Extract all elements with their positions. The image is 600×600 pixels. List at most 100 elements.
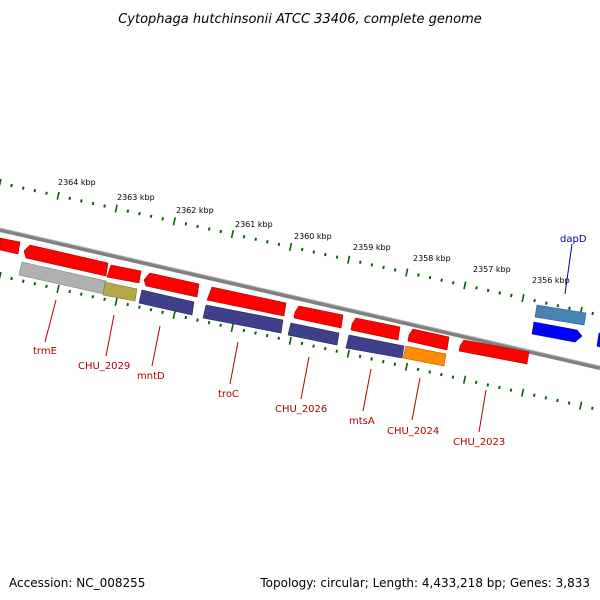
gene-arrow[interactable] (531, 321, 583, 343)
major-tick (405, 268, 409, 277)
genome-backbone-highlight (0, 227, 600, 367)
minor-tick (474, 380, 478, 385)
major-tick (114, 297, 118, 306)
minor-tick (568, 306, 571, 310)
major-tick (230, 323, 234, 332)
gene-block[interactable] (138, 289, 195, 316)
gene-arrow[interactable] (458, 339, 530, 365)
scale-label: 2363 kbp (117, 193, 155, 202)
minor-tick (300, 341, 304, 346)
scale-label: 2362 kbp (176, 206, 214, 215)
minor-tick (335, 349, 339, 353)
gene-arrow[interactable] (206, 286, 287, 317)
gene-arrow[interactable] (293, 305, 344, 329)
minor-tick (591, 311, 594, 316)
minor-tick (324, 252, 327, 257)
minor-tick (149, 214, 153, 218)
major-tick (288, 336, 292, 345)
map-title: Cytophaga hutchinsonii ATCC 33406, compl… (118, 12, 482, 27)
scale-label: 2359 kbp (353, 243, 391, 252)
gene-arrow[interactable] (143, 272, 200, 298)
minor-tick (219, 323, 222, 327)
minor-tick (428, 370, 431, 374)
gene-arrow[interactable] (23, 244, 109, 277)
scale-labels: 2364 kbp 2363 kbp 2362 kbp 2361 kbp 2360… (58, 178, 570, 285)
gene-block[interactable] (534, 304, 587, 326)
scale-label: 2364 kbp (58, 178, 96, 187)
minor-tick (21, 186, 25, 190)
gene-label[interactable]: CHU_2023 (453, 437, 505, 448)
gene-label[interactable]: troC (218, 389, 239, 400)
minor-tick (486, 383, 490, 387)
minor-tick (359, 260, 362, 264)
minor-tick (207, 320, 211, 325)
minor-tick (312, 344, 315, 348)
minor-tick (33, 282, 37, 286)
minor-tick (10, 183, 13, 188)
major-tick (230, 230, 235, 239)
gene-block[interactable] (287, 322, 340, 346)
major-tick (172, 217, 176, 226)
minor-tick (475, 286, 478, 290)
major-tick (463, 281, 467, 290)
minor-tick (184, 222, 188, 226)
gene-label[interactable]: CHU_2024 (387, 426, 439, 437)
gene-arrow[interactable] (407, 328, 450, 351)
minor-tick (451, 281, 455, 285)
minor-tick (556, 304, 560, 308)
gene-label[interactable]: mntD (137, 371, 165, 382)
minor-tick (91, 295, 95, 299)
minor-tick (591, 406, 594, 410)
gene-label-leaders (44, 243, 573, 433)
scale-label: 2361 kbp (235, 220, 273, 229)
major-tick (56, 284, 60, 294)
gene-block[interactable] (402, 345, 447, 367)
minor-tick (126, 209, 130, 213)
minor-tick (21, 279, 25, 283)
gene-block[interactable] (345, 334, 405, 359)
major-tick (172, 310, 176, 319)
gene-block[interactable] (202, 304, 284, 334)
major-tick (347, 255, 351, 264)
major-tick (114, 204, 118, 213)
minor-tick (10, 276, 13, 281)
major-tick (288, 242, 293, 251)
minor-tick (138, 305, 141, 309)
minor-tick (161, 217, 164, 221)
minor-tick (509, 388, 513, 392)
minor-tick (440, 278, 443, 282)
minor-tick (45, 191, 48, 195)
gene-arrow[interactable] (106, 264, 142, 284)
gene-block[interactable] (102, 281, 138, 302)
gene-labels: trmE CHU_2029 mntD troC CHU_2026 mtsA CH… (33, 234, 587, 448)
scale-label: 2356 kbp (532, 276, 570, 285)
gene-label[interactable]: CHU_2026 (275, 404, 327, 415)
minor-tick (486, 288, 490, 293)
minor-tick (393, 362, 397, 366)
outer-tick-ring (0, 178, 594, 316)
minor-tick (335, 255, 339, 259)
minor-tick (451, 375, 455, 379)
scale-label: 2360 kbp (294, 232, 332, 241)
minor-tick (219, 229, 223, 234)
gene-label[interactable]: trmE (33, 346, 57, 357)
minor-tick (393, 268, 397, 272)
minor-tick (533, 298, 536, 303)
minor-tick (510, 293, 513, 298)
major-tick (0, 178, 2, 187)
minor-tick (556, 398, 559, 403)
major-tick (346, 349, 351, 358)
gene-label[interactable]: mtsA (349, 416, 375, 427)
minor-tick (381, 359, 385, 364)
gene-arrow[interactable] (350, 317, 401, 341)
gene-label[interactable]: CHU_2029 (78, 361, 130, 372)
scale-label: 2357 kbp (473, 265, 511, 274)
gene-arrow[interactable] (0, 237, 21, 255)
minor-tick (196, 318, 199, 322)
minor-tick (103, 297, 106, 302)
gene-label[interactable]: dapD (560, 234, 587, 245)
minor-tick (184, 315, 188, 320)
minor-tick (544, 301, 548, 305)
